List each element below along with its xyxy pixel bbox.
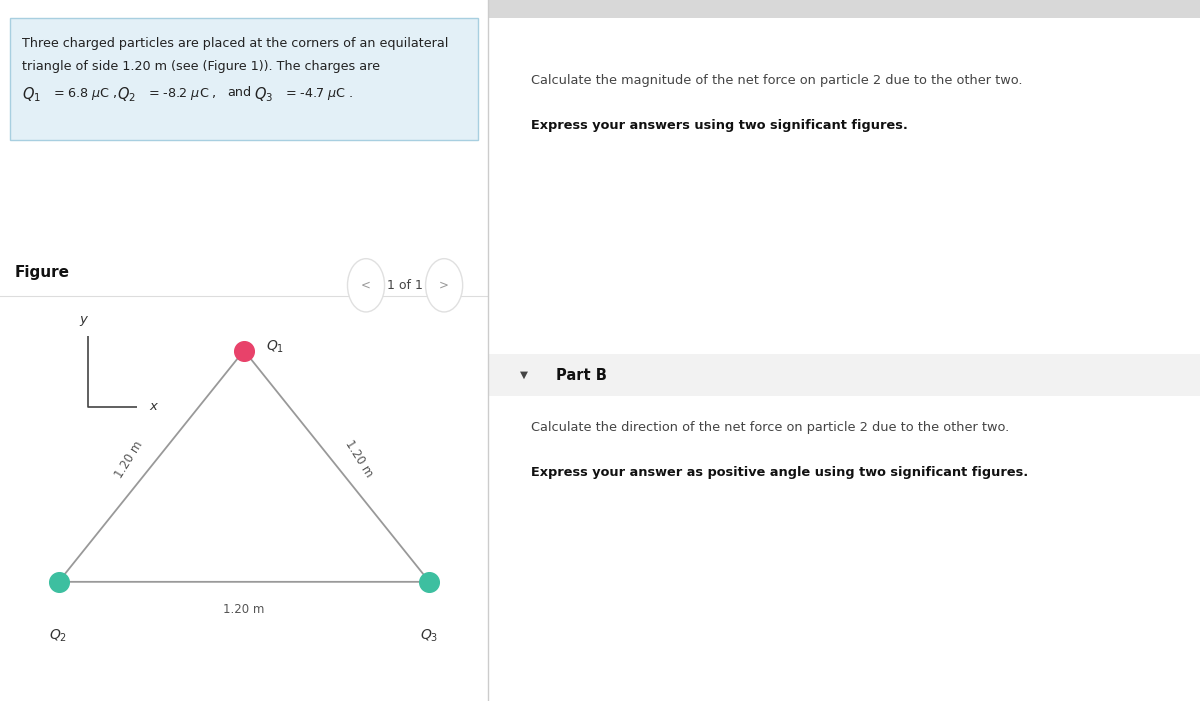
Text: ▼: ▼ <box>520 370 528 380</box>
Text: and: and <box>227 86 251 99</box>
FancyBboxPatch shape <box>488 0 1200 18</box>
Text: $Q_3$: $Q_3$ <box>420 627 439 644</box>
Text: $\mathit{Q}_3$: $\mathit{Q}_3$ <box>253 86 272 104</box>
Text: $\mathit{Q}_2$: $\mathit{Q}_2$ <box>118 86 136 104</box>
Circle shape <box>426 259 463 312</box>
FancyBboxPatch shape <box>488 354 1200 396</box>
Text: $\mathit{Q}_1$: $\mathit{Q}_1$ <box>22 86 41 104</box>
Text: = 6.8 $\mu$C ,: = 6.8 $\mu$C , <box>53 86 118 102</box>
Text: = -4.7 $\mu$C .: = -4.7 $\mu$C . <box>284 86 353 102</box>
Point <box>420 576 439 587</box>
FancyBboxPatch shape <box>10 18 479 140</box>
Text: 1.20 m: 1.20 m <box>113 438 146 480</box>
Text: y: y <box>79 313 86 326</box>
Text: Express your answers using two significant figures.: Express your answers using two significa… <box>530 119 907 132</box>
Text: triangle of side 1.20 m (see (Figure 1)). The charges are: triangle of side 1.20 m (see (Figure 1))… <box>22 60 380 73</box>
Text: >: > <box>439 279 449 292</box>
Text: Calculate the magnitude of the net force on particle 2 due to the other two.: Calculate the magnitude of the net force… <box>530 74 1022 87</box>
Point <box>234 345 253 356</box>
Text: = -8.2 $\mu$C ,: = -8.2 $\mu$C , <box>148 86 217 102</box>
Point <box>49 576 68 587</box>
Text: Calculate the direction of the net force on particle 2 due to the other two.: Calculate the direction of the net force… <box>530 421 1009 434</box>
Text: Part B: Part B <box>556 367 606 383</box>
Text: Three charged particles are placed at the corners of an equilateral: Three charged particles are placed at th… <box>22 37 449 50</box>
Text: Figure: Figure <box>14 266 70 280</box>
Circle shape <box>348 259 384 312</box>
Text: x: x <box>149 400 157 413</box>
Text: $Q_2$: $Q_2$ <box>49 627 67 644</box>
Text: 1 of 1: 1 of 1 <box>388 279 424 292</box>
Text: $Q_1$: $Q_1$ <box>266 339 284 355</box>
Text: <: < <box>361 279 371 292</box>
Text: 1.20 m: 1.20 m <box>342 438 376 480</box>
Text: 1.20 m: 1.20 m <box>223 604 265 616</box>
Text: Express your answer as positive angle using two significant figures.: Express your answer as positive angle us… <box>530 466 1028 479</box>
